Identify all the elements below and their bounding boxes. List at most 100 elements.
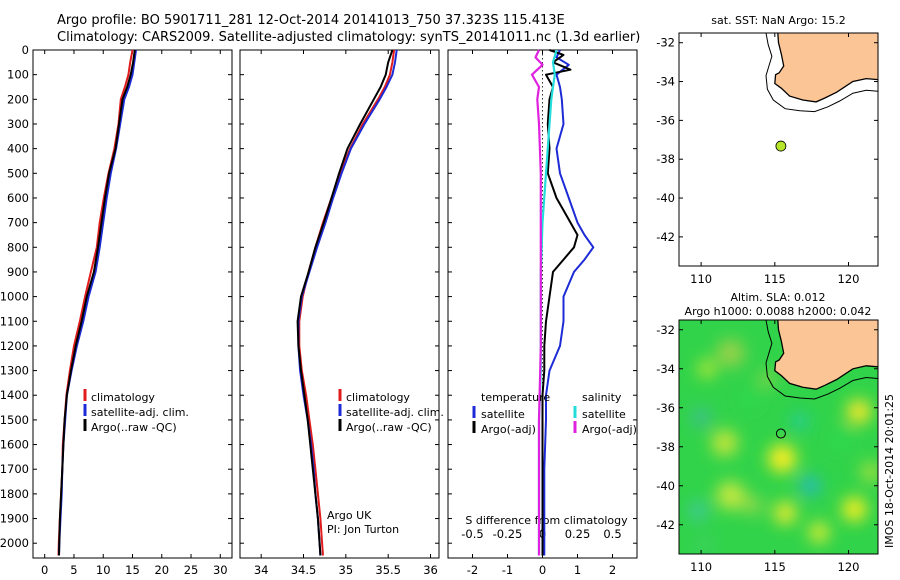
depth-tick-label: 300	[7, 117, 29, 131]
sla-anomaly-patch	[800, 475, 821, 496]
difference-line-salinity-argo-adj-	[530, 49, 544, 556]
depth-tick-label: 200	[7, 92, 29, 106]
depth-tick-label: 0	[22, 43, 29, 57]
latitude-tick-label: -32	[656, 36, 675, 50]
legend-label: climatology	[346, 391, 410, 404]
depth-tick-label: 1300	[0, 364, 29, 378]
depth-tick-label: 1200	[0, 339, 29, 353]
difference-tick-label: 1	[574, 563, 581, 577]
legend-label: satellite	[582, 408, 626, 421]
legend-label: Argo(-adj)	[481, 423, 536, 436]
salinity-difference-axis-label: S difference from climatology	[465, 514, 628, 527]
temperature-line-climatology	[57, 49, 134, 556]
difference-tick-label: 0	[539, 563, 546, 577]
shelf-contour	[765, 320, 878, 400]
depth-tick-label: 700	[7, 216, 29, 230]
pi-label: PI: Jon Turton	[327, 523, 399, 536]
depth-tick-label: 1100	[0, 314, 29, 328]
sla-map-area	[679, 320, 878, 554]
salinity-difference-tick-label: 0.25	[565, 527, 591, 541]
latitude-tick-label: -42	[656, 518, 675, 532]
depth-tick-label: 800	[7, 240, 29, 254]
legend-label: satellite-adj. clim.	[346, 406, 444, 419]
depth-tick-label: 1900	[0, 512, 29, 526]
sla-anomaly-patch	[791, 413, 808, 430]
longitude-tick-label: 110	[690, 272, 712, 286]
sla-anomaly-patch	[691, 407, 712, 428]
temperature-tick-label: 30	[213, 563, 228, 577]
longitude-tick-label: 115	[764, 272, 786, 286]
sla-anomaly-patch	[860, 462, 878, 483]
coastline	[774, 33, 878, 103]
legend-label: Argo(..raw -QC)	[91, 421, 177, 434]
sla-title-line-1: Altim. SLA: 0.012	[730, 291, 825, 304]
difference-line-temperature-satellite	[543, 49, 595, 556]
legend-label: Argo(..raw -QC)	[346, 421, 432, 434]
legend-label: Argo(-adj)	[582, 423, 637, 436]
depth-tick-label: 600	[7, 191, 29, 205]
depth-tick-label: 500	[7, 166, 29, 180]
depth-tick-label: 100	[7, 68, 29, 82]
temperature-line-satellite-adj-clim-	[58, 49, 137, 556]
depth-tick-label: 1600	[0, 438, 29, 452]
sla-anomaly-patch	[689, 502, 708, 521]
coastline	[774, 320, 878, 390]
shelf-contour	[765, 33, 878, 113]
sla-anomaly-patch	[696, 536, 713, 553]
sla-anomaly-patch	[716, 481, 745, 510]
latitude-tick-label: -36	[656, 401, 675, 415]
figure-title-line-2: Climatology: CARS2009. Satellite-adjuste…	[57, 30, 640, 45]
depth-tick-label: 1500	[0, 413, 29, 427]
imos-stamp: IMOS 18-Oct-2014 20:01:25	[883, 394, 896, 548]
sla-anomaly-patch	[698, 359, 717, 378]
salinity-tick-label: 34	[254, 563, 269, 577]
temperature-tick-label: 5	[70, 563, 77, 577]
latitude-tick-label: -40	[656, 191, 675, 205]
sla-anomaly-patch	[768, 444, 797, 473]
difference-line-temperature-argo-adj-	[541, 49, 579, 556]
depth-tick-label: 1700	[0, 462, 29, 476]
sla-field	[689, 339, 878, 553]
salinity-tick-label: 35	[339, 563, 354, 577]
difference-tick-label: -2	[467, 563, 478, 577]
depth-tick-label: 1400	[0, 388, 29, 402]
temperature-tick-label: 10	[96, 563, 111, 577]
latitude-tick-label: -32	[656, 323, 675, 337]
salinity-line-argo-raw-qc-	[296, 49, 394, 556]
salinity-tick-label: 35.5	[375, 563, 401, 577]
latitude-tick-label: -42	[656, 230, 675, 244]
difference-tick-label: 2	[609, 563, 616, 577]
salinity-difference-tick-label: -0.5	[461, 527, 483, 541]
sla-anomaly-patch	[711, 429, 738, 456]
sla-map-frame	[678, 319, 879, 555]
salinity-panel-frame	[239, 49, 440, 559]
legend-label: climatology	[91, 391, 155, 404]
difference-legend-title: temperature	[481, 391, 550, 404]
salinity-tick-label: 34.5	[291, 563, 317, 577]
temperature-line-argo-raw-qc-	[58, 49, 136, 556]
argo-float-marker	[775, 428, 786, 439]
sla-anomaly-patch	[842, 497, 867, 522]
sla-anomaly-patch	[759, 370, 776, 387]
plot-panels: 0100200300400500600700800900100011001200…	[0, 14, 879, 580]
salinity-tick-label: 36	[423, 563, 438, 577]
salinity-difference-tick-label: 0.5	[603, 527, 621, 541]
longitude-tick-label: 120	[838, 272, 860, 286]
latitude-tick-label: -34	[656, 362, 675, 376]
temperature-tick-label: 25	[184, 563, 199, 577]
legend-label: satellite-adj. clim.	[91, 406, 189, 419]
location-map-frame	[678, 32, 879, 267]
sla-anomaly-patch	[716, 339, 745, 368]
sla-anomaly-patch	[829, 426, 854, 451]
argo-float-marker	[775, 140, 787, 152]
location-map-title: sat. SST: NaN Argo: 15.2	[711, 14, 845, 27]
latitude-tick-label: -40	[656, 479, 675, 493]
latitude-tick-label: -36	[656, 113, 675, 127]
land	[774, 33, 878, 102]
latitude-tick-label: -38	[656, 440, 675, 454]
sla-anomaly-patch	[737, 386, 762, 410]
longitude-tick-label: 110	[690, 560, 712, 574]
sla-anomaly-patch	[846, 399, 871, 424]
